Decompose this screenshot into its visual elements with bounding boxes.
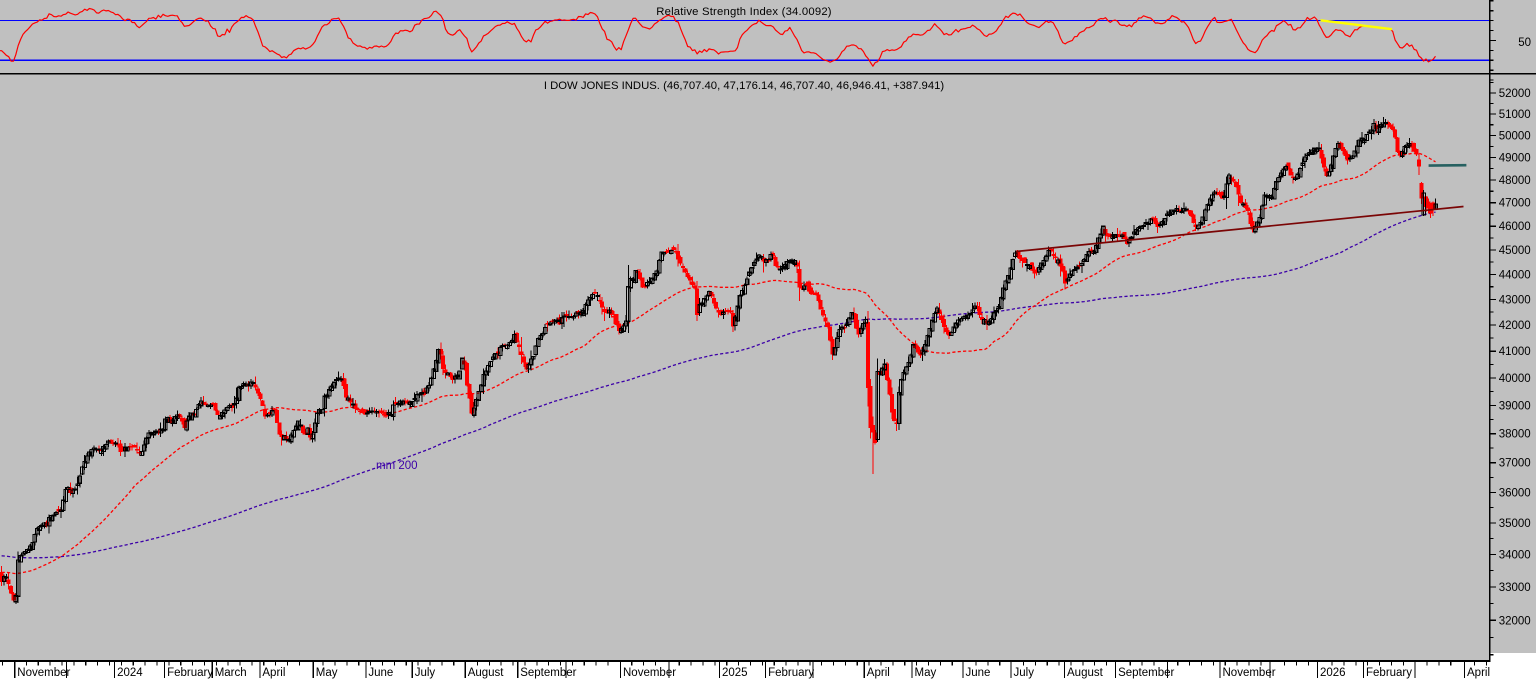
svg-text:50: 50	[1518, 37, 1531, 49]
svg-text:43000: 43000	[1499, 294, 1531, 306]
svg-text:37000: 37000	[1499, 458, 1531, 470]
svg-text:2026: 2026	[1320, 667, 1346, 679]
svg-text:March: March	[215, 667, 247, 679]
svg-text:34000: 34000	[1499, 550, 1531, 562]
svg-text:July: July	[415, 667, 436, 679]
svg-text:May: May	[316, 667, 338, 679]
svg-text:November: November	[1223, 667, 1276, 679]
svg-text:February: February	[167, 667, 213, 679]
svg-text:36000: 36000	[1499, 487, 1531, 499]
svg-text:August: August	[1067, 667, 1104, 679]
svg-text:August: August	[468, 667, 505, 679]
svg-text:46000: 46000	[1499, 221, 1531, 233]
svg-text:42000: 42000	[1499, 320, 1531, 332]
svg-text:33000: 33000	[1499, 582, 1531, 594]
svg-text:I DOW JONES INDUS. (46,707.40,: I DOW JONES INDUS. (46,707.40, 47,176.14…	[544, 80, 945, 92]
svg-text:September: September	[520, 667, 576, 679]
svg-text:November: November	[623, 667, 676, 679]
svg-text:50000: 50000	[1499, 131, 1531, 143]
svg-text:48000: 48000	[1499, 175, 1531, 187]
svg-text:32000: 32000	[1499, 615, 1531, 627]
svg-text:40000: 40000	[1499, 373, 1531, 385]
svg-text:July: July	[1014, 667, 1035, 679]
svg-text:May: May	[915, 667, 937, 679]
svg-text:44000: 44000	[1499, 269, 1531, 281]
svg-text:45000: 45000	[1499, 245, 1531, 257]
svg-text:mm 200: mm 200	[376, 460, 418, 472]
svg-text:April: April	[1467, 667, 1490, 679]
svg-text:47000: 47000	[1499, 198, 1531, 210]
svg-text:February: February	[768, 667, 814, 679]
svg-text:June: June	[368, 667, 393, 679]
svg-text:51000: 51000	[1499, 109, 1531, 121]
svg-text:49000: 49000	[1499, 153, 1531, 165]
svg-text:2024: 2024	[117, 667, 143, 679]
svg-text:39000: 39000	[1499, 400, 1531, 412]
svg-text:April: April	[867, 667, 890, 679]
svg-text:April: April	[262, 667, 285, 679]
svg-text:38000: 38000	[1499, 429, 1531, 441]
svg-text:41000: 41000	[1499, 346, 1531, 358]
svg-text:June: June	[966, 667, 991, 679]
svg-text:September: September	[1118, 667, 1174, 679]
svg-text:February: February	[1366, 667, 1412, 679]
svg-text:2025: 2025	[722, 667, 748, 679]
svg-text:52000: 52000	[1499, 88, 1531, 100]
svg-text:November: November	[17, 667, 70, 679]
svg-text:35000: 35000	[1499, 518, 1531, 530]
svg-text:Relative Strength Index (34.00: Relative Strength Index (34.0092)	[656, 6, 832, 18]
